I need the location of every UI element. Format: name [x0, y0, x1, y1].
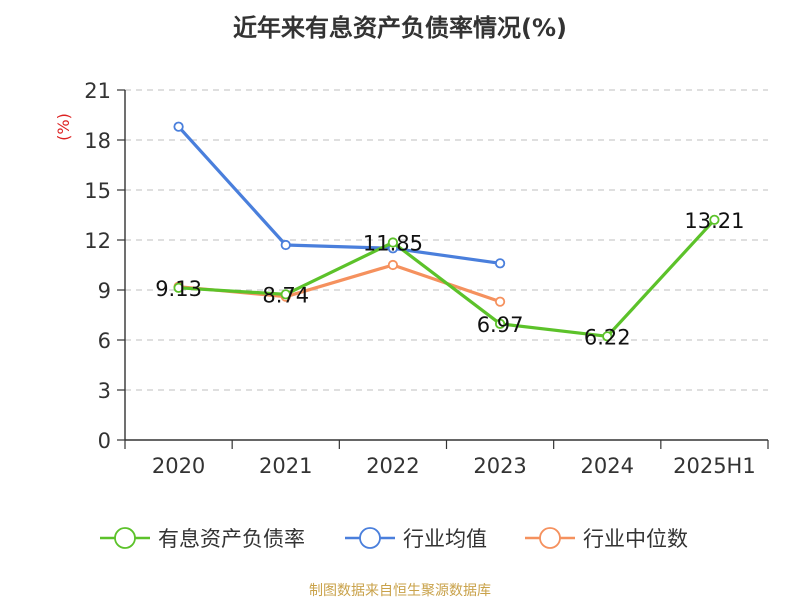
y-tick-label: 6: [98, 329, 111, 353]
data-label: 8.74: [262, 283, 309, 307]
legend-label: 行业中位数: [583, 527, 688, 551]
series-line: [178, 218, 716, 338]
data-label: 13.21: [684, 209, 744, 233]
data-point: [173, 282, 184, 293]
series-line: [177, 125, 501, 265]
chart-title: 近年来有息资产负债率情况(%): [233, 14, 567, 42]
x-tick-label: 2024: [581, 454, 634, 478]
legend-marker: [114, 527, 136, 549]
data-label: 6.97: [477, 313, 524, 337]
data-point: [387, 259, 399, 271]
data-point: [602, 331, 613, 342]
x-tick-label: 2025H1: [673, 454, 756, 478]
legend-marker: [359, 527, 381, 549]
data-point: [280, 239, 291, 251]
legend-label: 行业均值: [403, 527, 487, 551]
source-note: 制图数据来自恒生聚源数据库: [309, 583, 491, 599]
data-point: [494, 258, 506, 269]
data-point: [494, 318, 506, 329]
x-tick-label: 2021: [259, 454, 312, 478]
y-tick-label: 15: [84, 179, 111, 203]
data-point: [173, 121, 184, 132]
y-tick-label: 0: [98, 429, 111, 453]
data-label: 6.22: [584, 325, 631, 349]
data-point: [387, 237, 399, 248]
y-tick-label: 21: [84, 79, 111, 103]
series-line: [178, 263, 501, 304]
data-point: [280, 289, 291, 300]
x-tick-label: 2020: [152, 454, 205, 478]
data-label: 9.13: [155, 277, 202, 301]
x-tick-label: 2022: [366, 454, 419, 478]
y-tick-label: 3: [98, 379, 111, 403]
y-tick-label: 12: [84, 229, 111, 253]
y-tick-label: 9: [98, 279, 111, 303]
legend-marker: [539, 527, 561, 549]
data-point: [494, 296, 506, 307]
y-axis-label: (%): [54, 113, 73, 141]
data-point: [709, 214, 720, 225]
x-tick-label: 2023: [473, 454, 526, 478]
data-label: 11.85: [363, 232, 423, 256]
legend-label: 有息资产负债率: [158, 527, 305, 551]
y-tick-label: 18: [84, 129, 111, 153]
